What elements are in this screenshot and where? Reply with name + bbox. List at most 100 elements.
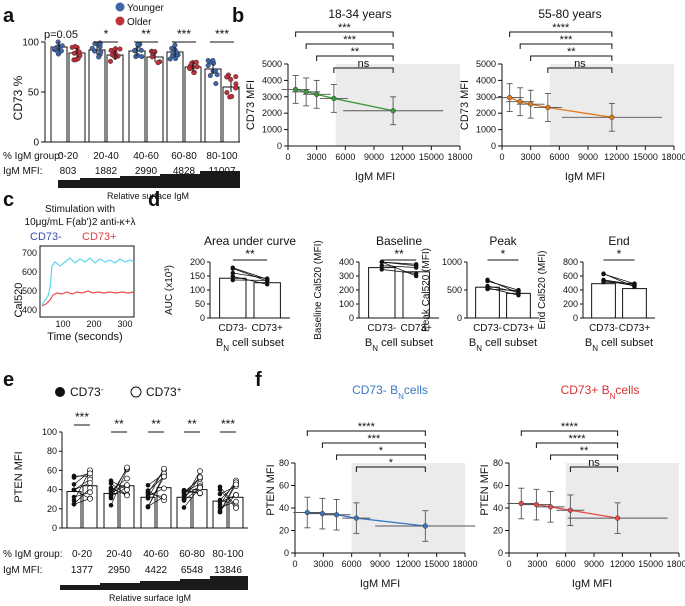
panel-e-ytick-4: 80 xyxy=(47,446,57,456)
panel-d-0-title: Area under curve xyxy=(204,234,296,248)
panel-a-ytick-1: 50 xyxy=(28,88,40,99)
panel-b-right-ylabel: CD73 MFI xyxy=(459,80,471,130)
panel-e-point-neg-1-6 xyxy=(108,495,114,501)
panel-f-right-bracket-label-2: ** xyxy=(580,445,589,457)
panel-e-pair-line-2-9 xyxy=(147,476,165,492)
panel-b-right-xtick-0: 0 xyxy=(499,152,504,162)
panel-d-0-xtick-0: CD73- xyxy=(218,323,247,334)
panel-e-point-pos-0-8 xyxy=(87,480,93,486)
panel-f-right-bracket-label-0: **** xyxy=(561,421,579,433)
panel-c-xtick-2: 300 xyxy=(117,319,132,329)
panel-a-sig-0: p=0.05 xyxy=(44,29,78,41)
panel-a-row1-0: 0-20 xyxy=(58,151,78,162)
panel-f-left-xtick-2: 6000 xyxy=(342,559,362,569)
panel-e-point-neg-3-6 xyxy=(181,505,187,510)
panel-f-right-bracket-label-1: **** xyxy=(568,433,586,445)
panel-d-2-xlabel: BN cell subset xyxy=(469,337,537,353)
panel-e-point-neg-3-8 xyxy=(181,491,187,497)
panel-d-1-ytick-0: 0 xyxy=(349,313,354,323)
panel-letter-a: a xyxy=(3,5,15,27)
panel-d-2-pair-line-3 xyxy=(487,285,519,293)
panel-d-2-xtick-0: CD73- xyxy=(473,323,502,334)
panel-a-point-older-1-3 xyxy=(117,46,123,52)
panel-a-sig-3: *** xyxy=(177,27,191,41)
panel-a-bar-younger-1 xyxy=(88,49,106,143)
panel-d-0-ytick-0: 0 xyxy=(200,313,205,323)
panel-a-point-older-4-7 xyxy=(224,90,230,96)
panel-a-row1-4: 80-100 xyxy=(206,151,238,162)
panel-e-point-pos-4-7 xyxy=(233,498,239,505)
panel-e-pair-line-4-9 xyxy=(219,484,237,513)
panel-d-3-point-neg-4 xyxy=(601,278,606,283)
panel-a-bar-younger-0 xyxy=(50,46,68,143)
panel-e-point-pos-3-8 xyxy=(197,474,203,481)
panel-a-point-younger-2-9 xyxy=(135,42,141,48)
panel-d-3-bar-1 xyxy=(622,288,647,319)
panel-b-right-ytick-1: 1000 xyxy=(476,125,496,135)
panel-d-0-sig: ** xyxy=(245,247,255,261)
panel-d-0-point-neg-2 xyxy=(230,274,235,279)
panel-e-point-pos-3-4 xyxy=(197,490,203,496)
panel-a-sig-1: * xyxy=(104,27,109,41)
panel-a-point-older-0-9 xyxy=(69,44,75,50)
panel-e-point-pos-0-6 xyxy=(87,495,93,502)
panel-letter-d: d xyxy=(148,189,160,211)
panel-e-ytick-3: 60 xyxy=(47,465,57,475)
panel-b-right-bracket-2 xyxy=(530,55,613,61)
panel-d-2-sig: * xyxy=(501,247,506,261)
panel-a-bar-older-0 xyxy=(68,52,86,143)
panel-a-point-older-3-8 xyxy=(187,65,193,71)
panel-letter-e: e xyxy=(3,369,14,391)
panel-b-right-ytick-0: 0 xyxy=(491,141,496,151)
panel-b-left-ylabel: CD73 MFI xyxy=(245,80,257,130)
panel-f-right-point-4 xyxy=(614,515,621,521)
panel-f-right-xtick-1: 3000 xyxy=(527,559,547,569)
panel-d-1-point-neg-0 xyxy=(379,263,384,268)
panel-f-left-xtick-0: 0 xyxy=(292,559,297,569)
panel-a-point-older-0-4 xyxy=(76,49,82,55)
panel-d-2-ytick-0: 0 xyxy=(457,313,462,323)
panel-d-1-point-pos-4 xyxy=(414,271,419,276)
panel-e-pair-line-0-8 xyxy=(73,482,91,491)
panel-e-sig-3: ** xyxy=(187,417,197,431)
panel-e-point-pos-0-4 xyxy=(87,470,93,477)
panel-b-left-bracket-1 xyxy=(305,43,394,49)
panel-e-ytick-1: 20 xyxy=(47,504,57,514)
panel-f-right-shade xyxy=(565,463,679,553)
panel-f-right-xlabel: IgM MFI xyxy=(572,578,612,590)
panel-a-point-younger-0-7 xyxy=(59,43,65,49)
panel-d-1-bar-0 xyxy=(368,267,396,319)
panel-f-left-xtick-1: 3000 xyxy=(313,559,333,569)
panel-a-row1-3: 60-80 xyxy=(171,151,197,162)
panel-e-point-neg-0-5 xyxy=(71,501,77,507)
panel-e-point-neg-0-9 xyxy=(71,494,77,500)
panel-e-point-pos-1-9 xyxy=(124,492,130,499)
panel-f-right-ytick-2: 40 xyxy=(493,503,503,513)
panel-e-bar-neg-2 xyxy=(140,496,156,529)
panel-c-ytick-2: 600 xyxy=(22,267,37,277)
panel-d-3-point-pos-4 xyxy=(632,283,637,288)
panel-d-3-xtick-0: CD73- xyxy=(589,323,618,334)
panel-e-point-neg-4-9 xyxy=(217,509,223,515)
panel-d-2-point-neg-2 xyxy=(485,277,490,283)
legend-cd73pos-label: CD73+ xyxy=(146,385,182,400)
panel-c-calcium-trace: Stimulation with 10μg/mL F(ab')2 anti-κ+… xyxy=(13,204,135,343)
panel-b-left-ytick-0: 0 xyxy=(277,141,282,151)
panel-e-point-pos-1-6 xyxy=(124,464,130,471)
panel-d-1-xtick-0: CD73- xyxy=(367,323,396,334)
panel-d-3-xlabel: BN cell subset xyxy=(585,337,653,353)
panel-b-right-point-2 xyxy=(528,101,534,107)
panel-a-point-older-3-9 xyxy=(193,59,199,65)
panel-b-right-bracket-label-1: *** xyxy=(560,34,574,46)
panel-b-right-bracket-0 xyxy=(509,31,613,37)
panel-d-1-title: Baseline xyxy=(376,234,422,248)
panel-b-left-shade xyxy=(335,64,460,146)
panel-c-trace-cd73neg xyxy=(41,257,135,306)
panel-a-point-younger-4-6 xyxy=(213,81,219,87)
panel-e-pair-line-1-4 xyxy=(110,480,128,491)
panel-a-axis-title: Relative surface IgM xyxy=(107,191,189,201)
panel-a-point-younger-0-2 xyxy=(55,39,61,45)
panel-a-point-younger-1-6 xyxy=(89,45,95,51)
panel-e-point-neg-1-1 xyxy=(108,502,114,508)
